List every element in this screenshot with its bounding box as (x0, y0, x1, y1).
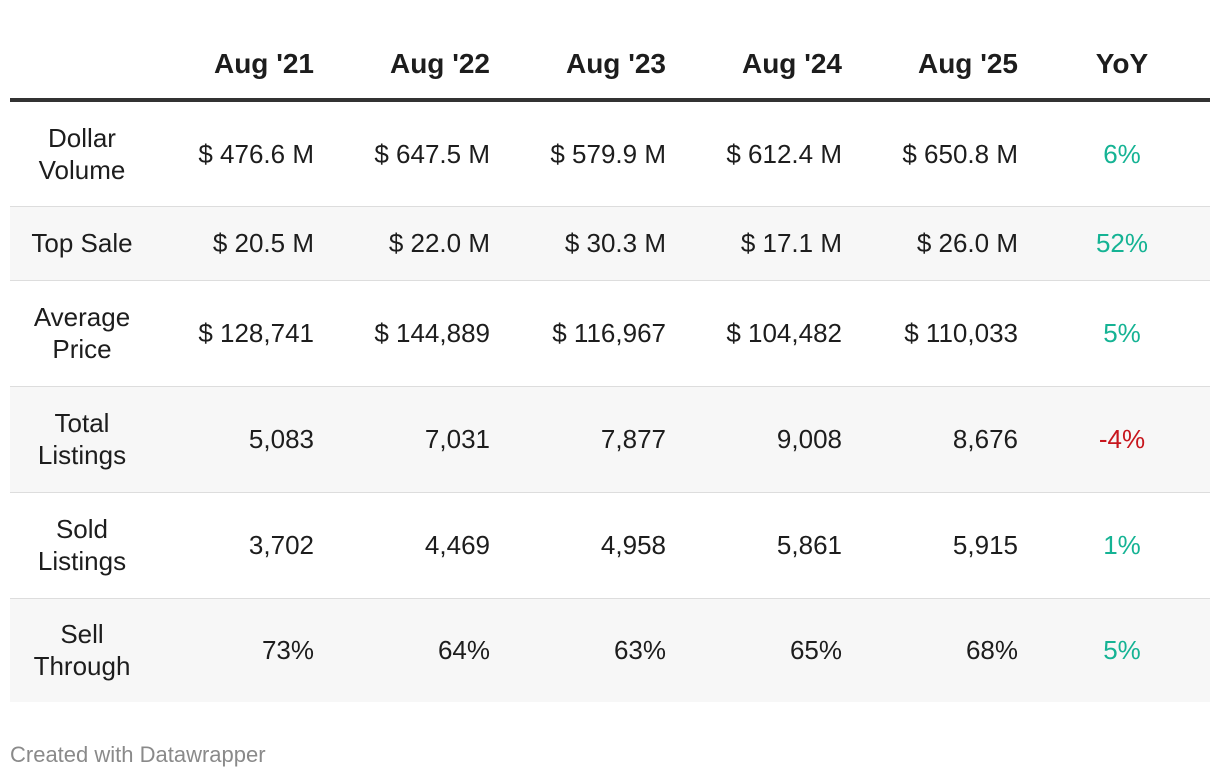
header-cell-label (10, 30, 154, 102)
value-cell: 5,915 (858, 492, 1034, 599)
header-cell-aug-22: Aug '22 (330, 30, 506, 102)
value-cell: $ 30.3 M (506, 206, 682, 281)
datawrapper-credit: Created with Datawrapper (10, 742, 266, 767)
table-row: Sold Listings 3,702 4,469 4,958 5,861 5,915 1% (10, 492, 1210, 599)
value-cell: 3,702 (154, 492, 330, 599)
value-cell: 5,083 (154, 386, 330, 493)
header-cell-yoy: YoY (1034, 30, 1210, 102)
row-label: Dollar Volume (10, 100, 154, 207)
value-cell: 7,877 (506, 386, 682, 493)
table-row: Sell Through 73% 64% 63% 65% 68% 5% (10, 598, 1210, 702)
yoy-cell: -4% (1034, 386, 1210, 493)
value-cell: $ 647.5 M (330, 100, 506, 207)
header-cell-aug-25: Aug '25 (858, 30, 1034, 102)
value-cell: $ 144,889 (330, 280, 506, 387)
yoy-cell: 1% (1034, 492, 1210, 599)
table-row: Dollar Volume $ 476.6 M $ 647.5 M $ 579.9 M… (10, 100, 1210, 207)
value-cell: 9,008 (682, 386, 858, 493)
value-cell: 73% (154, 598, 330, 702)
header-cell-aug-23: Aug '23 (506, 30, 682, 102)
value-cell: $ 20.5 M (154, 206, 330, 281)
value-cell: 5,861 (682, 492, 858, 599)
value-cell: 7,031 (330, 386, 506, 493)
yoy-cell: 5% (1034, 280, 1210, 387)
yoy-cell: 52% (1034, 206, 1210, 281)
value-cell: 65% (682, 598, 858, 702)
table-row: Top Sale $ 20.5 M $ 22.0 M $ 30.3 M $ 17.1 M… (10, 206, 1210, 281)
yoy-cell: 6% (1034, 100, 1210, 207)
value-cell: $ 116,967 (506, 280, 682, 387)
value-cell: 4,469 (330, 492, 506, 599)
value-cell: 64% (330, 598, 506, 702)
yoy-cell: 5% (1034, 598, 1210, 702)
value-cell: $ 476.6 M (154, 100, 330, 207)
row-label: Sell Through (10, 598, 154, 702)
header-cell-aug-24: Aug '24 (682, 30, 858, 102)
value-cell: $ 612.4 M (682, 100, 858, 207)
table-body: Dollar Volume $ 476.6 M $ 647.5 M $ 579.9 M… (10, 100, 1210, 702)
value-cell: $ 650.8 M (858, 100, 1034, 207)
value-cell: 8,676 (858, 386, 1034, 493)
data-table: Aug '21 Aug '22 Aug '23 Aug '24 Aug '25 … (10, 30, 1210, 702)
value-cell: $ 128,741 (154, 280, 330, 387)
value-cell: 63% (506, 598, 682, 702)
value-cell: $ 104,482 (682, 280, 858, 387)
value-cell: $ 26.0 M (858, 206, 1034, 281)
header-cell-aug-21: Aug '21 (154, 30, 330, 102)
value-cell: $ 22.0 M (330, 206, 506, 281)
row-label: Top Sale (10, 206, 154, 281)
row-label: Sold Listings (10, 492, 154, 599)
value-cell: $ 579.9 M (506, 100, 682, 207)
table-header: Aug '21 Aug '22 Aug '23 Aug '24 Aug '25 … (10, 30, 1210, 102)
table-row: Average Price $ 128,741 $ 144,889 $ 116,967… (10, 280, 1210, 387)
value-cell: 4,958 (506, 492, 682, 599)
data-table-container: Aug '21 Aug '22 Aug '23 Aug '24 Aug '25 … (10, 30, 1210, 702)
value-cell: $ 17.1 M (682, 206, 858, 281)
value-cell: 68% (858, 598, 1034, 702)
row-label: Average Price (10, 280, 154, 387)
header-row: Aug '21 Aug '22 Aug '23 Aug '24 Aug '25 … (10, 30, 1210, 102)
table-row: Total Listings 5,083 7,031 7,877 9,008 8,676-… (10, 386, 1210, 493)
row-label: Total Listings (10, 386, 154, 493)
value-cell: $ 110,033 (858, 280, 1034, 387)
